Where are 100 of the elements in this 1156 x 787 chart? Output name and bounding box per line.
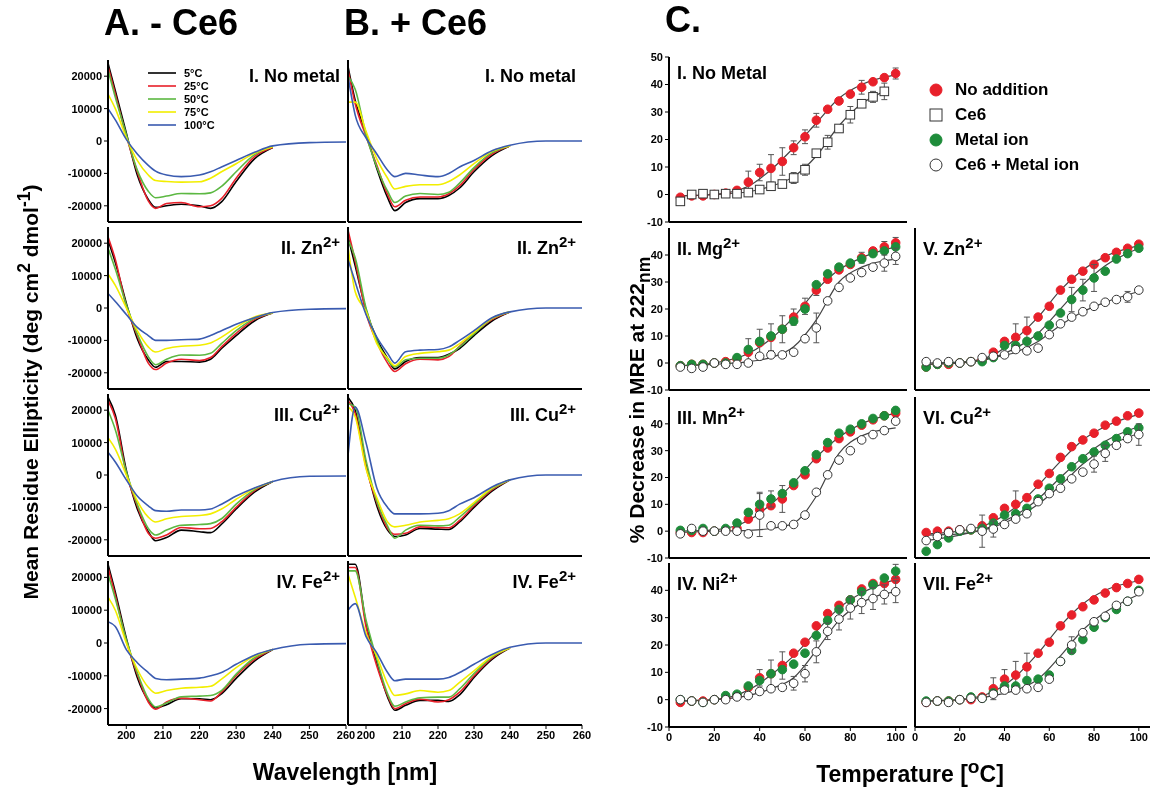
- legend-label: 50°C: [184, 92, 209, 105]
- x-tick-label: 260: [572, 728, 592, 741]
- text: Ce6 + Metal ion: [955, 154, 1080, 175]
- x-tick-label: 210: [392, 728, 412, 741]
- y-tick-label: 50: [650, 50, 663, 63]
- y-tick-label: 30: [650, 611, 663, 624]
- y-tick-label: 10: [650, 160, 663, 173]
- y-tick-label: 10000: [71, 604, 102, 617]
- y-tick-label: 0: [656, 356, 663, 369]
- x-tick-label: 0: [665, 730, 673, 743]
- y-tick-label: 40: [650, 248, 663, 261]
- chart-title: I. No metal: [484, 66, 576, 87]
- y-tick-label: 30: [650, 275, 663, 288]
- x-tick-label: 0: [911, 730, 919, 743]
- y-tick-label: 10000: [71, 102, 102, 115]
- y-tick-label: 0: [656, 693, 663, 706]
- y-tick-label: -10: [647, 720, 663, 733]
- text: II. Mg$^{2+}$: [677, 234, 741, 260]
- y-tick-label: 30: [650, 105, 663, 118]
- y-tick-label: 20: [650, 302, 663, 315]
- text: V. Zn$^{2+}$: [923, 234, 983, 260]
- x-tick-label: 200: [356, 728, 376, 741]
- x-tick-label: 240: [263, 728, 282, 741]
- legend-label: 75°C: [184, 105, 209, 118]
- x-tick-label: 60: [1043, 730, 1056, 743]
- x-tick-label: 60: [798, 730, 812, 743]
- y-tick-label: 20: [650, 638, 663, 651]
- legend-label: 100°C: [184, 118, 215, 131]
- y-tick-label: 0: [95, 134, 102, 147]
- y-tick-label: -10: [647, 383, 663, 396]
- y-tick-label: -20000: [67, 533, 102, 546]
- chart-title: I. No Metal: [677, 63, 768, 84]
- text: II. Zn$^{2+}$: [280, 233, 340, 259]
- y-tick-label: 40: [650, 417, 663, 430]
- legend-label: Ce6: [955, 104, 987, 125]
- y-tick-label: 10: [650, 498, 663, 511]
- y-tick-label: 10: [650, 329, 663, 342]
- y-tick-label: 20: [650, 133, 663, 146]
- text: VII. Fe$^{2+}$: [923, 569, 994, 595]
- x-tick-label: 230: [464, 728, 484, 741]
- y-tick-label: -10: [647, 215, 663, 228]
- legend-label: Metal ion: [955, 129, 1029, 150]
- text: III. Mn$^{2+}$: [677, 403, 746, 429]
- x-tick-label: 100: [1129, 730, 1148, 743]
- y-tick-label: 10000: [71, 436, 102, 449]
- text: C.: [665, 0, 701, 41]
- x-tick-label: 210: [153, 728, 173, 741]
- x-tick-label: 80: [1087, 730, 1101, 743]
- y-tick-label: 0: [656, 188, 663, 201]
- x-tick-label: 230: [226, 728, 246, 741]
- y-tick-label: 10: [650, 666, 663, 679]
- y-tick-label: -20000: [67, 366, 102, 379]
- x-tick-label: 250: [300, 728, 319, 741]
- x-axis-title: Wavelength [nm]: [252, 758, 438, 786]
- text: A. - Ce6: [104, 2, 239, 44]
- legend-label: 5°C: [184, 66, 203, 79]
- legend-label: No addition: [955, 79, 1049, 100]
- text: IV. Fe$^{2+}$: [276, 567, 340, 593]
- x-tick-label: 220: [428, 728, 448, 741]
- x-tick-label: 20: [708, 730, 721, 743]
- y-tick-label: 0: [95, 636, 102, 649]
- x-axis-title: Temperature [$^{o}$C]: [816, 756, 1004, 787]
- y-tick-label: 10000: [71, 269, 102, 282]
- y-tick-label: 0: [95, 301, 102, 314]
- x-tick-label: 250: [536, 728, 556, 741]
- text: III. Cu$^{2+}$: [509, 400, 576, 426]
- y-tick-label: -10000: [67, 669, 102, 682]
- y-tick-label: -20000: [67, 199, 102, 212]
- y-tick-label: 20000: [71, 571, 102, 584]
- y-tick-label: 20: [650, 471, 663, 484]
- x-tick-label: 40: [998, 730, 1011, 743]
- y-tick-label: -10000: [67, 167, 102, 180]
- y-tick-label: 20000: [71, 404, 102, 417]
- y-tick-label: 40: [650, 78, 663, 91]
- y-tick-label: 20000: [71, 237, 102, 250]
- x-tick-label: 260: [336, 728, 356, 741]
- x-tick-label: 40: [753, 730, 766, 743]
- y-tick-label: 0: [95, 468, 102, 481]
- x-tick-label: 220: [190, 728, 209, 741]
- y-tick-label: 30: [650, 444, 663, 457]
- y-tick-label: 20000: [71, 70, 102, 83]
- x-tick-label: 80: [844, 730, 857, 743]
- y-tick-label: -10000: [67, 334, 102, 347]
- y-tick-label: -10000: [67, 501, 102, 514]
- text: B. + Ce6: [344, 2, 488, 44]
- x-tick-label: 20: [953, 730, 966, 743]
- text: VI. Cu$^{2+}$: [923, 403, 992, 429]
- text: IV. Ni$^{2+}$: [677, 569, 738, 595]
- legend-label: 25°C: [184, 79, 209, 92]
- x-tick-label: 200: [117, 728, 136, 741]
- text: IV. Fe$^{2+}$: [512, 567, 576, 593]
- x-tick-label: 100: [886, 730, 905, 743]
- chart-title: I. No metal: [248, 66, 340, 87]
- y-tick-label: -10: [647, 551, 663, 564]
- text: II. Zn$^{2+}$: [516, 233, 576, 259]
- y-tick-label: 40: [650, 584, 663, 597]
- text: III. Cu$^{2+}$: [273, 400, 340, 426]
- y-tick-label: -20000: [67, 702, 102, 715]
- y-tick-label: 0: [656, 525, 663, 538]
- x-tick-label: 240: [500, 728, 520, 741]
